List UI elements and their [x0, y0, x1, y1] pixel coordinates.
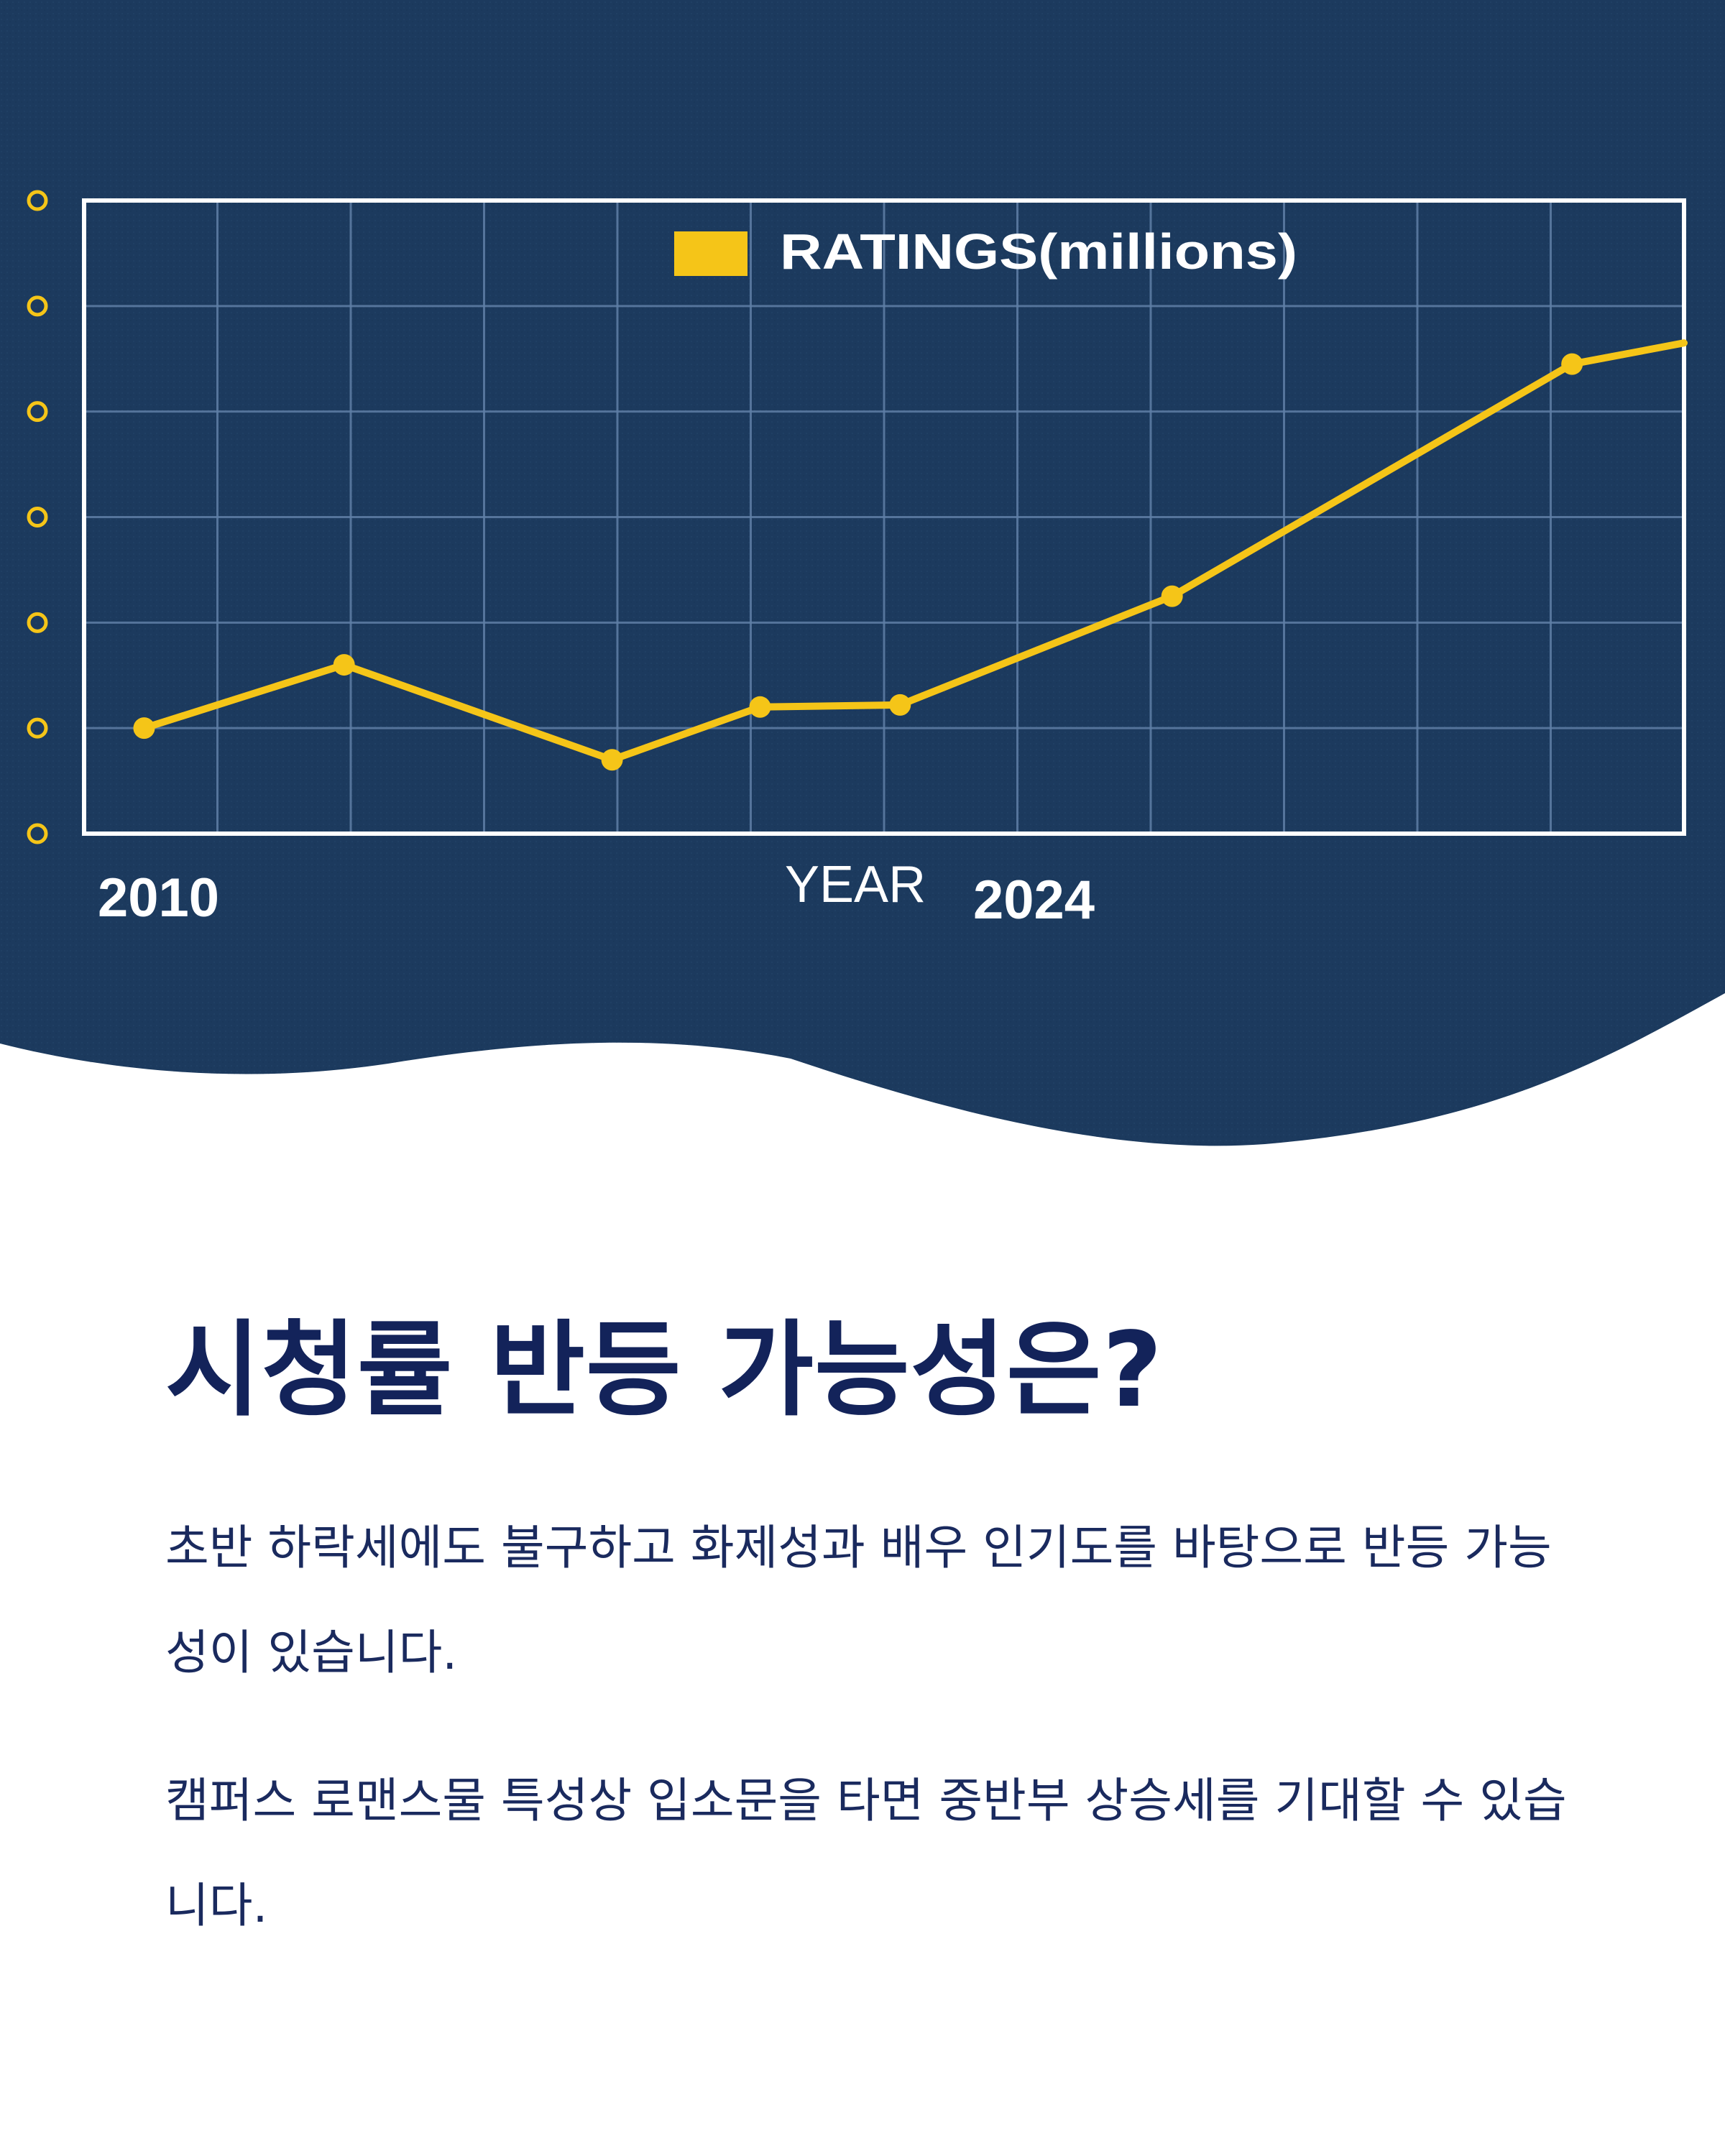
margin-dot — [27, 401, 48, 423]
chart-frame — [82, 198, 1686, 836]
ratings-point — [749, 696, 771, 718]
ratings-line-chart: RATINGS(millions) 2010 YEAR 2024 — [0, 0, 1725, 1146]
legend-label: RATINGS(millions) — [780, 224, 1297, 280]
margin-dot — [27, 612, 48, 633]
article-paragraph-2: 캠퍼스 로맨스물 특성상 입소문을 타면 중반부 상승세를 기대할 수 있습니다… — [165, 1772, 1567, 1933]
ratings-point — [133, 717, 155, 740]
margin-dot — [27, 717, 48, 739]
ratings-point — [889, 694, 911, 716]
margin-dot — [27, 507, 48, 528]
margin-dot — [27, 190, 48, 211]
article-title: 시청률 반등 가능성은? — [165, 1309, 1164, 1430]
article-paragraph-1: 초반 하락세에도 불구하고 화제성과 배우 인기도를 바탕으로 반등 가능성이 … — [165, 1519, 1552, 1680]
ratings-point — [1161, 585, 1183, 607]
wave-texture — [0, 0, 1725, 1146]
ratings-series — [133, 339, 1688, 771]
grid-lines — [84, 201, 1684, 834]
article-section: 시청률 반등 가능성은? 초반 하락세에도 불구하고 화제성과 배우 인기도를 … — [165, 1308, 1588, 1958]
x-axis-label: YEAR — [785, 856, 926, 913]
ratings-point — [601, 749, 623, 771]
x-tick-label-end: 2024 — [973, 870, 1095, 931]
margin-dot — [27, 823, 48, 844]
x-tick-label-start: 2010 — [98, 867, 219, 929]
margin-dot-column — [27, 190, 48, 844]
legend-swatch — [674, 231, 748, 276]
ratings-line — [140, 339, 1688, 764]
margin-dot — [27, 295, 48, 317]
chart-hero: RATINGS(millions) 2010 YEAR 2024 — [0, 0, 1725, 1146]
ratings-point — [333, 654, 355, 676]
ratings-point — [1561, 353, 1583, 375]
